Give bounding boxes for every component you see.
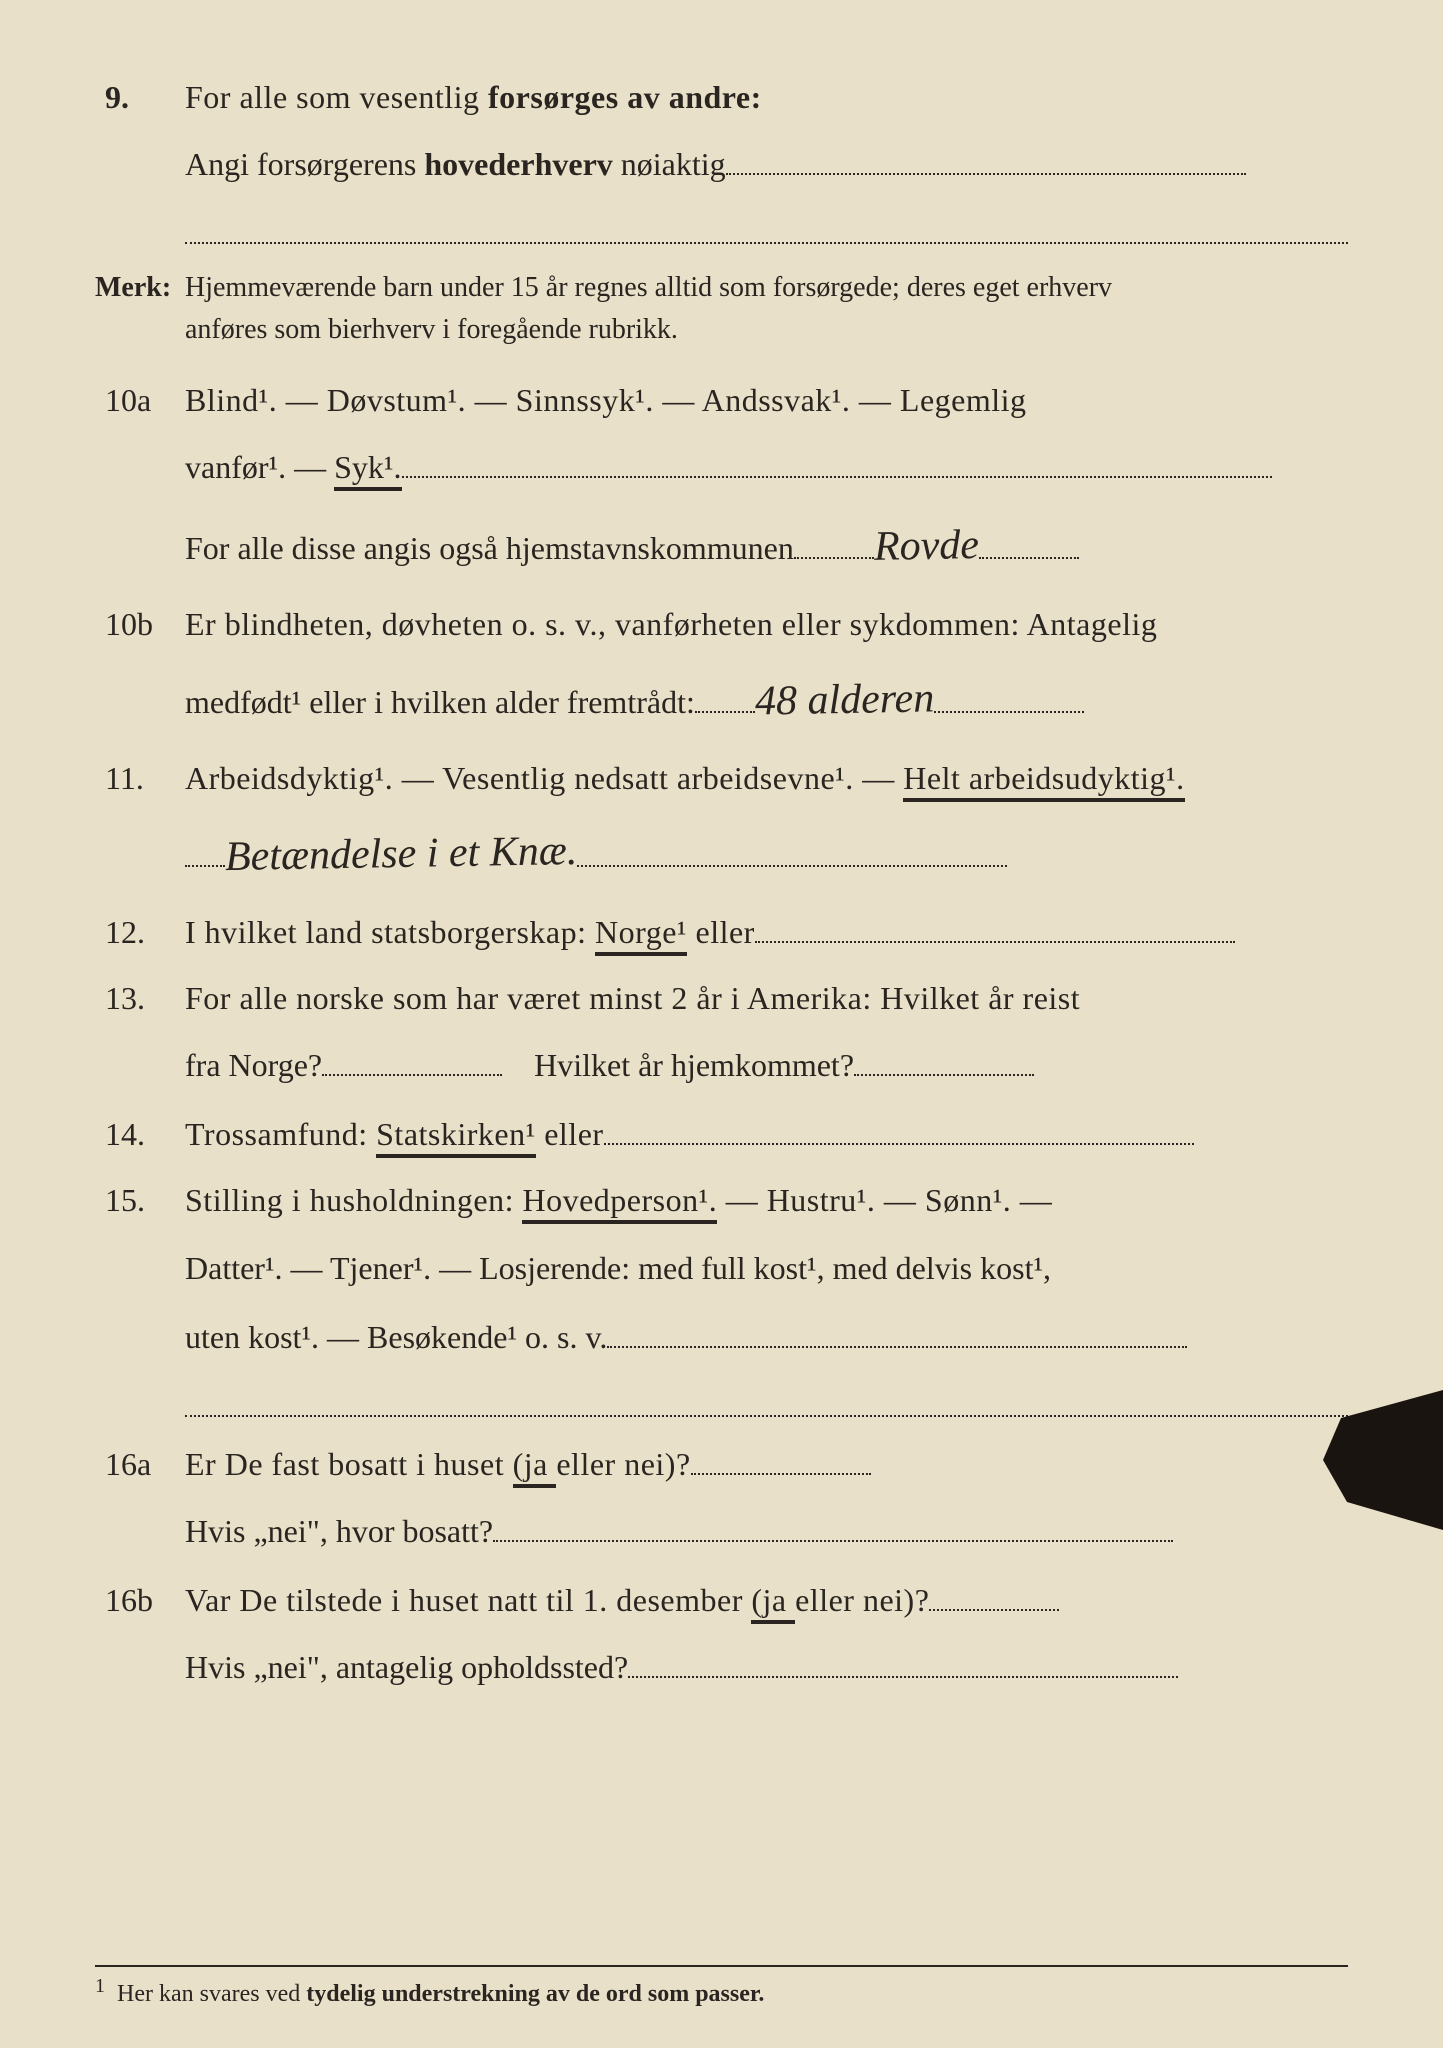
q15-text1: Stilling i husholdningen: Hovedperson¹. … <box>185 1173 1348 1227</box>
merk-text: Hjemmeværende barn under 15 år regnes al… <box>185 267 1348 351</box>
fill-line <box>607 1346 1187 1348</box>
q15-text2: Datter¹. — Tjener¹. — Losjerende: med fu… <box>95 1240 1348 1298</box>
fill-line <box>628 1676 1178 1678</box>
fill-line-full <box>185 1389 1348 1417</box>
q14-text: Trossamfund: Statskirken¹ eller <box>185 1107 1348 1161</box>
q10b-text2: medfødt¹ eller i hvilken alder fremtrådt… <box>95 663 1348 739</box>
fill-line-full <box>185 216 1348 244</box>
q11-number: 11. <box>95 751 185 805</box>
q9-number: 9. <box>95 70 185 124</box>
q9-text2: Angi forsørgerens hovederhverv nøiaktig <box>95 136 1348 194</box>
question-9-line1: 9. For alle som vesentlig forsørges av a… <box>95 70 1348 124</box>
handwriting-betendelse: Betændelse i et Knæ. <box>224 814 578 896</box>
q14-number: 14. <box>95 1107 185 1161</box>
q13-text2: fra Norge? Hvilket år hjemkommet? <box>95 1037 1348 1095</box>
q10b-text1: Er blindheten, døvheten o. s. v., vanfør… <box>185 597 1348 651</box>
fill-line <box>604 1143 1194 1145</box>
q10a-text1: Blind¹. — Døvstum¹. — Sinnssyk¹. — Andss… <box>185 373 1348 427</box>
merk-label: Merk: <box>95 264 185 312</box>
q12-number: 12. <box>95 905 185 959</box>
q15-text3: uten kost¹. — Besøkende¹ o. s. v. <box>95 1309 1348 1367</box>
question-14: 14. Trossamfund: Statskirken¹ eller <box>95 1107 1348 1161</box>
question-15: 15. Stilling i husholdningen: Hovedperso… <box>95 1173 1348 1227</box>
q16a-number: 16a <box>95 1437 185 1491</box>
q9-text1: For alle som vesentlig forsørges av andr… <box>185 70 1348 124</box>
question-13: 13. For alle norske som har været minst … <box>95 971 1348 1025</box>
q11-text1: Arbeidsdyktig¹. — Vesentlig nedsatt arbe… <box>185 751 1348 805</box>
q16b-text2: Hvis „nei", antagelig opholdssted? <box>95 1639 1348 1697</box>
q10a-number: 10a <box>95 373 185 427</box>
footnote: 1 Her kan svares ved tydelig understrekn… <box>95 1965 1348 2008</box>
q10a-text2: vanfør¹. — Syk¹. <box>95 439 1348 497</box>
merk-note: Merk: Hjemmeværende barn under 15 år reg… <box>95 264 1348 351</box>
question-10a: 10a Blind¹. — Døvstum¹. — Sinnssyk¹. — A… <box>95 373 1348 427</box>
q16b-text1: Var De tilstede i huset natt til 1. dese… <box>185 1573 1348 1627</box>
handwriting-rovde: Rovde <box>873 508 979 585</box>
q13-text1: For alle norske som har været minst 2 år… <box>185 971 1348 1025</box>
q10b-number: 10b <box>95 597 185 651</box>
fill-line <box>726 173 1246 175</box>
q13-number: 13. <box>95 971 185 1025</box>
question-12: 12. I hvilket land statsborgerskap: Norg… <box>95 905 1348 959</box>
question-11: 11. Arbeidsdyktig¹. — Vesentlig nedsatt … <box>95 751 1348 805</box>
q16a-text2: Hvis „nei", hvor bosatt? <box>95 1503 1348 1561</box>
question-16a: 16a Er De fast bosatt i huset (ja eller … <box>95 1437 1348 1491</box>
q16b-number: 16b <box>95 1573 185 1627</box>
q10a-text3: For alle disse angis også hjemstavnskomm… <box>95 509 1348 585</box>
fill-line <box>493 1540 1173 1542</box>
fill-line <box>755 941 1235 943</box>
handwriting-48: 48 alderen <box>754 661 935 740</box>
question-16b: 16b Var De tilstede i huset natt til 1. … <box>95 1573 1348 1627</box>
q11-handwriting: Betændelse i et Knæ. <box>95 817 1348 893</box>
question-10b: 10b Er blindheten, døvheten o. s. v., va… <box>95 597 1348 651</box>
q16a-text1: Er De fast bosatt i huset (ja eller nei)… <box>185 1437 1348 1491</box>
fill-line <box>402 476 1272 478</box>
q15-number: 15. <box>95 1173 185 1227</box>
q12-text: I hvilket land statsborgerskap: Norge¹ e… <box>185 905 1348 959</box>
